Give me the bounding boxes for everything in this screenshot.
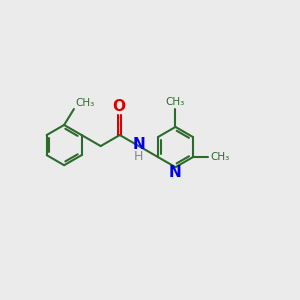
- Text: O: O: [112, 99, 125, 114]
- Text: CH₃: CH₃: [75, 98, 94, 108]
- Text: CH₃: CH₃: [210, 152, 229, 162]
- Text: CH₃: CH₃: [166, 97, 185, 107]
- Text: N: N: [169, 165, 182, 180]
- Text: H: H: [134, 150, 144, 163]
- Text: N: N: [133, 137, 145, 152]
